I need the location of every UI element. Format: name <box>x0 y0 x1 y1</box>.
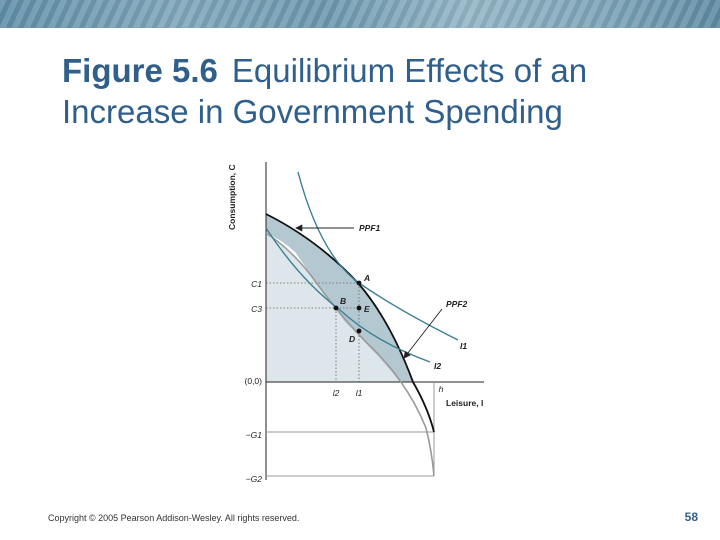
point-d <box>356 328 362 334</box>
label-ppf1: PPF1 <box>359 223 381 233</box>
tick-l2: l2 <box>333 388 340 398</box>
label-point-b: B <box>340 296 346 306</box>
tick-c3: C3 <box>251 304 262 314</box>
origin-label: (0,0) <box>245 376 263 386</box>
x-axis-label: Leisure, l <box>446 398 483 408</box>
ppf2-curve <box>265 232 435 477</box>
tick-l1: l1 <box>356 388 363 398</box>
y-axis-label: Consumption, C <box>227 164 237 230</box>
tick-c1: C1 <box>251 279 262 289</box>
label-point-d: D <box>349 334 355 344</box>
tick-h: h <box>439 384 444 394</box>
ppf1-curve <box>265 213 435 433</box>
ppf2-arrow <box>403 308 443 359</box>
shaded-region <box>266 214 413 382</box>
page-number: 58 <box>684 510 698 524</box>
i2-curve <box>265 227 431 363</box>
equilibrium-diagram: Consumption, C Leisure, l (0,0) C1 C3 −G… <box>227 162 484 484</box>
label-point-a: A <box>363 273 370 283</box>
point-e <box>356 305 362 311</box>
copyright-footer: Copyright © 2005 Pearson Addison-Wesley.… <box>48 513 300 523</box>
header-banner <box>0 0 720 28</box>
label-point-e: E <box>364 304 370 314</box>
point-a <box>356 280 362 286</box>
point-b <box>333 305 339 311</box>
lower-region <box>266 233 400 382</box>
label-i2: I2 <box>434 361 441 371</box>
tick-neg-g1: −G1 <box>246 430 263 440</box>
tick-neg-g2: −G2 <box>246 474 263 484</box>
slide-title: Figure 5.6 Equilibrium Effects of an Incr… <box>62 50 682 132</box>
label-i1: I1 <box>460 341 467 351</box>
figure-number: Figure 5.6 <box>62 52 218 89</box>
figure-title: Equilibrium Effects of an Increase in Go… <box>62 52 588 130</box>
label-ppf2: PPF2 <box>446 299 468 309</box>
